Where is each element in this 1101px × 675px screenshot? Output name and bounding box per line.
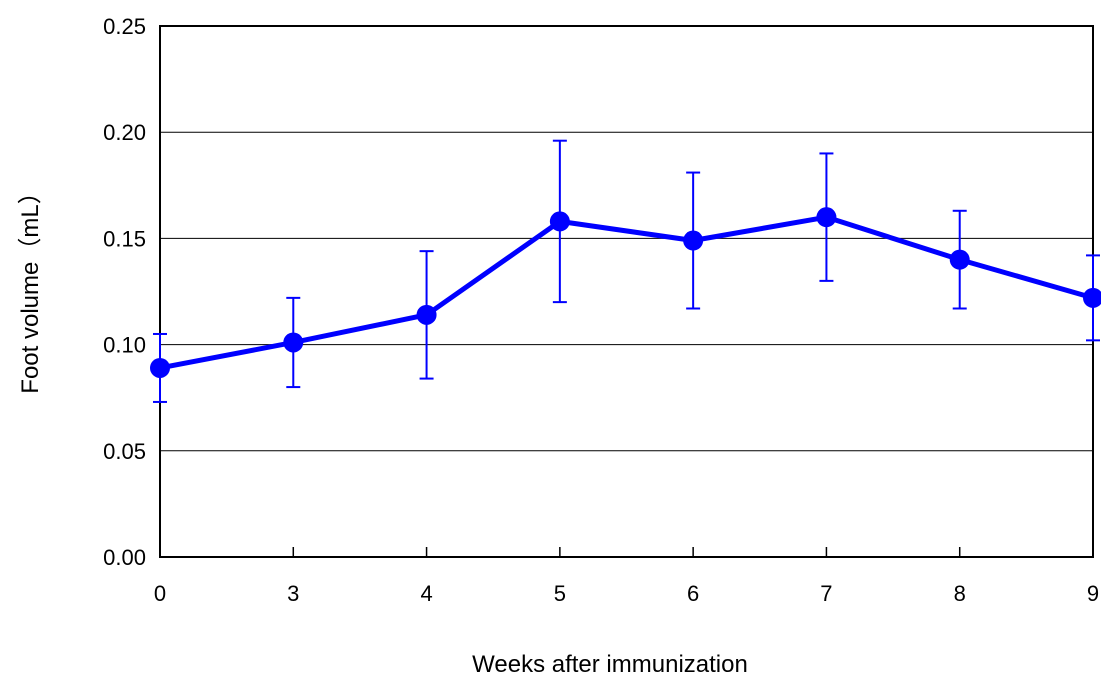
x-tick-label-2: 4 [420, 581, 432, 606]
y-tick-label-0: 0.00 [103, 545, 146, 570]
x-axis-tick-labels: 0 3 4 5 6 7 8 9 [154, 581, 1099, 606]
series-layer [150, 207, 1101, 378]
data-point-5 [816, 207, 837, 228]
y-tick-label-5: 0.25 [103, 14, 146, 39]
y-tick-label-1: 0.05 [103, 439, 146, 464]
x-axis-title: Weeks after immunization [472, 651, 748, 675]
y-axis-title: Foot volume（mL） [17, 180, 44, 393]
data-point-6 [949, 249, 970, 270]
error-bars [153, 139, 1100, 403]
y-tick-label-2: 0.10 [103, 333, 146, 358]
data-point-2 [416, 304, 437, 325]
plot-frame [159, 25, 1094, 558]
data-point-0 [150, 357, 170, 378]
x-tick-label-4: 6 [687, 581, 699, 606]
gridlines [160, 131, 1093, 452]
x-tick-label-6: 8 [954, 581, 966, 606]
x-tick-label-7: 9 [1087, 581, 1099, 606]
data-point-7 [1083, 287, 1101, 308]
data-point-3 [549, 211, 570, 232]
y-tick-label-4: 0.20 [103, 120, 146, 145]
y-tick-label-3: 0.15 [103, 226, 146, 251]
x-axis-ticks [159, 547, 1094, 557]
data-point-4 [683, 230, 704, 251]
y-axis-tick-labels: 0.00 0.05 0.10 0.15 0.20 0.25 [103, 14, 146, 570]
data-point-1 [283, 332, 304, 353]
x-tick-label-3: 5 [554, 581, 566, 606]
x-tick-label-5: 7 [820, 581, 832, 606]
x-tick-label-1: 3 [287, 581, 299, 606]
series-line-0 [159, 214, 1094, 371]
x-tick-label-0: 0 [154, 581, 166, 606]
